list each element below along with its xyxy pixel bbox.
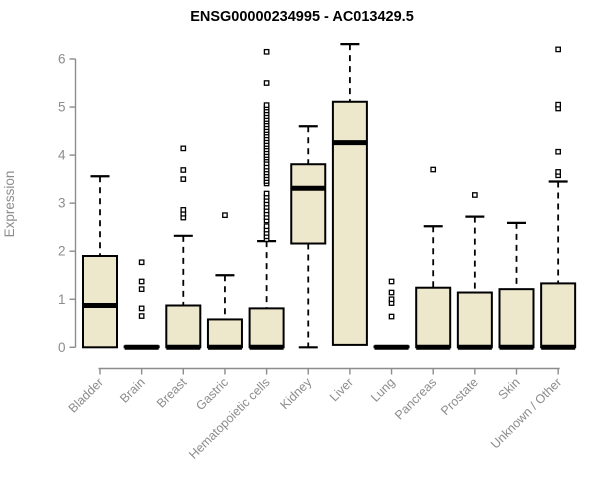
y-tick-label: 5 (58, 100, 66, 115)
boxplot-bladder (82, 175, 118, 349)
iqr-box (248, 307, 285, 349)
x-tick-label-liver: Liver (327, 375, 356, 404)
outlier-point (263, 48, 270, 55)
x-tick-label-kidney: Kidney (277, 375, 314, 412)
boxplot-brain (123, 259, 160, 350)
y-tick-label: 2 (58, 244, 66, 259)
iqr-box (82, 255, 118, 349)
outlier-point (555, 148, 562, 155)
iqr-box (206, 318, 243, 349)
iqr-box (415, 286, 452, 349)
outlier-point (180, 145, 187, 152)
iqr-box (498, 288, 535, 349)
y-axis-label: Expression (2, 171, 17, 238)
outlier-point (263, 102, 270, 108)
outlier-point (555, 46, 562, 53)
x-tick-label-breast: Breast (154, 375, 190, 411)
boxplot-prostate (456, 192, 493, 350)
plot-area: 0 1 2 3 4 5 6 Bladder Brain Breast GastricHematopo… (58, 43, 577, 462)
x-tick-label-lung: Lung (368, 375, 398, 405)
outlier-point (555, 169, 562, 175)
iqr-box (165, 304, 202, 349)
outlier-point (180, 207, 187, 213)
boxplot-liver (331, 43, 368, 346)
outlier-point (138, 259, 145, 266)
outlier-point (263, 80, 270, 86)
boxplot-gastric (206, 212, 243, 350)
boxplot-breast (165, 145, 202, 350)
outlier-point (180, 176, 187, 182)
x-tick-label-bladder: Bladder (66, 375, 106, 415)
x-tick-label-pancreas: Pancreas (392, 375, 439, 422)
boxplot-unknown-other (540, 46, 577, 350)
outlier-point (138, 305, 145, 312)
iqr-box (290, 163, 327, 245)
boxplot-skin (498, 221, 535, 350)
outlier-point (263, 223, 270, 230)
outlier-point (388, 289, 395, 296)
outlier-point (138, 313, 145, 319)
x-tick-label-gastric: Gastric (193, 375, 231, 413)
outlier-point (222, 212, 228, 219)
x-tick-label-brain: Brain (117, 375, 148, 406)
outlier-point (471, 192, 478, 198)
outlier-point (138, 286, 145, 293)
outlier-point (388, 296, 395, 303)
x-tick-label-skin: Skin (496, 375, 523, 402)
iqr-box (331, 100, 368, 346)
x-tick-label-prostate: Prostate (438, 375, 481, 418)
y-tick-label: 1 (58, 292, 66, 307)
boxplot-hematopoietic-cells (248, 48, 285, 350)
outlier-point (388, 278, 395, 285)
y-tick-label: 0 (58, 340, 66, 355)
y-tick-label: 6 (58, 52, 66, 67)
iqr-box (456, 291, 493, 349)
iqr-box (540, 282, 577, 349)
outlier-point (430, 166, 437, 173)
x-tick-label-hematopoietic-cells: Hematopoietic cells (186, 375, 273, 462)
y-tick-label: 4 (58, 148, 66, 163)
outlier-point (138, 278, 145, 285)
x-tick-label-unknown-other: Unknown / Other (488, 375, 564, 451)
outlier-point (180, 167, 187, 173)
chart-title: ENSG00000234995 - AC013429.5 (190, 9, 414, 25)
boxplot-lung (373, 278, 410, 350)
y-tick-label: 3 (58, 196, 66, 211)
boxplot-kidney (290, 125, 327, 349)
boxplot-pancreas (415, 166, 452, 350)
outlier-point (388, 313, 395, 320)
outlier-point (555, 101, 562, 108)
outlier-point (263, 190, 270, 197)
